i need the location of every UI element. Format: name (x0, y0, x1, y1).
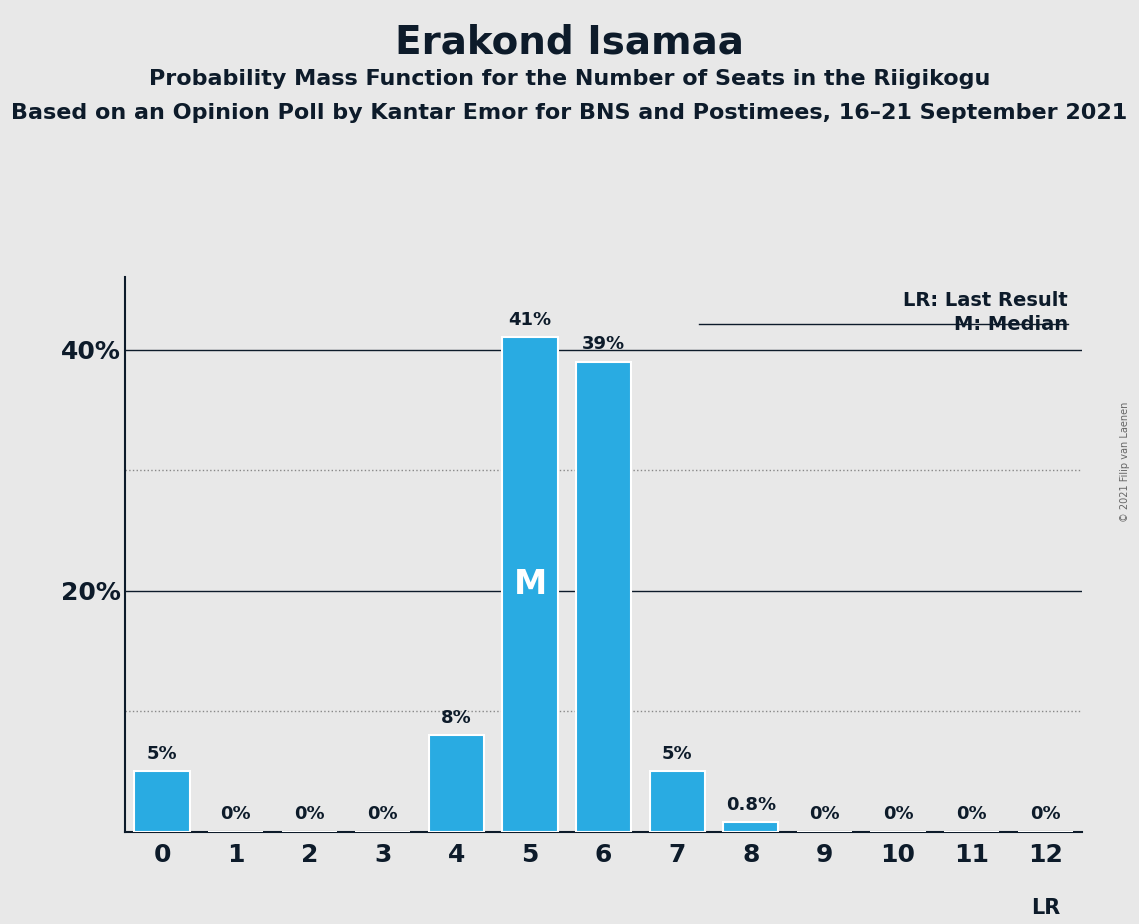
Bar (429, 736, 484, 832)
Text: 41%: 41% (508, 311, 551, 329)
Text: M: M (514, 568, 547, 601)
Text: 5%: 5% (662, 745, 693, 763)
Text: 0%: 0% (368, 805, 399, 823)
Bar (723, 822, 778, 832)
Text: 5%: 5% (147, 745, 178, 763)
Text: M: Median: M: Median (953, 315, 1067, 334)
Text: 39%: 39% (582, 335, 625, 353)
Text: 0%: 0% (957, 805, 988, 823)
Bar (576, 361, 631, 832)
Text: Erakond Isamaa: Erakond Isamaa (395, 23, 744, 61)
Text: LR: Last Result: LR: Last Result (903, 291, 1067, 310)
Bar (502, 337, 558, 832)
Text: 0%: 0% (294, 805, 325, 823)
Text: LR: LR (1031, 898, 1060, 918)
Text: 0.8%: 0.8% (726, 796, 776, 813)
Text: Based on an Opinion Poll by Kantar Emor for BNS and Postimees, 16–21 September 2: Based on an Opinion Poll by Kantar Emor … (11, 103, 1128, 124)
Text: © 2021 Filip van Laenen: © 2021 Filip van Laenen (1121, 402, 1130, 522)
Text: 0%: 0% (1030, 805, 1060, 823)
Text: Probability Mass Function for the Number of Seats in the Riigikogu: Probability Mass Function for the Number… (149, 69, 990, 90)
Text: 0%: 0% (220, 805, 251, 823)
Text: 0%: 0% (883, 805, 913, 823)
Bar (649, 772, 705, 832)
Bar (134, 772, 190, 832)
Text: 8%: 8% (441, 709, 472, 727)
Text: 0%: 0% (809, 805, 839, 823)
